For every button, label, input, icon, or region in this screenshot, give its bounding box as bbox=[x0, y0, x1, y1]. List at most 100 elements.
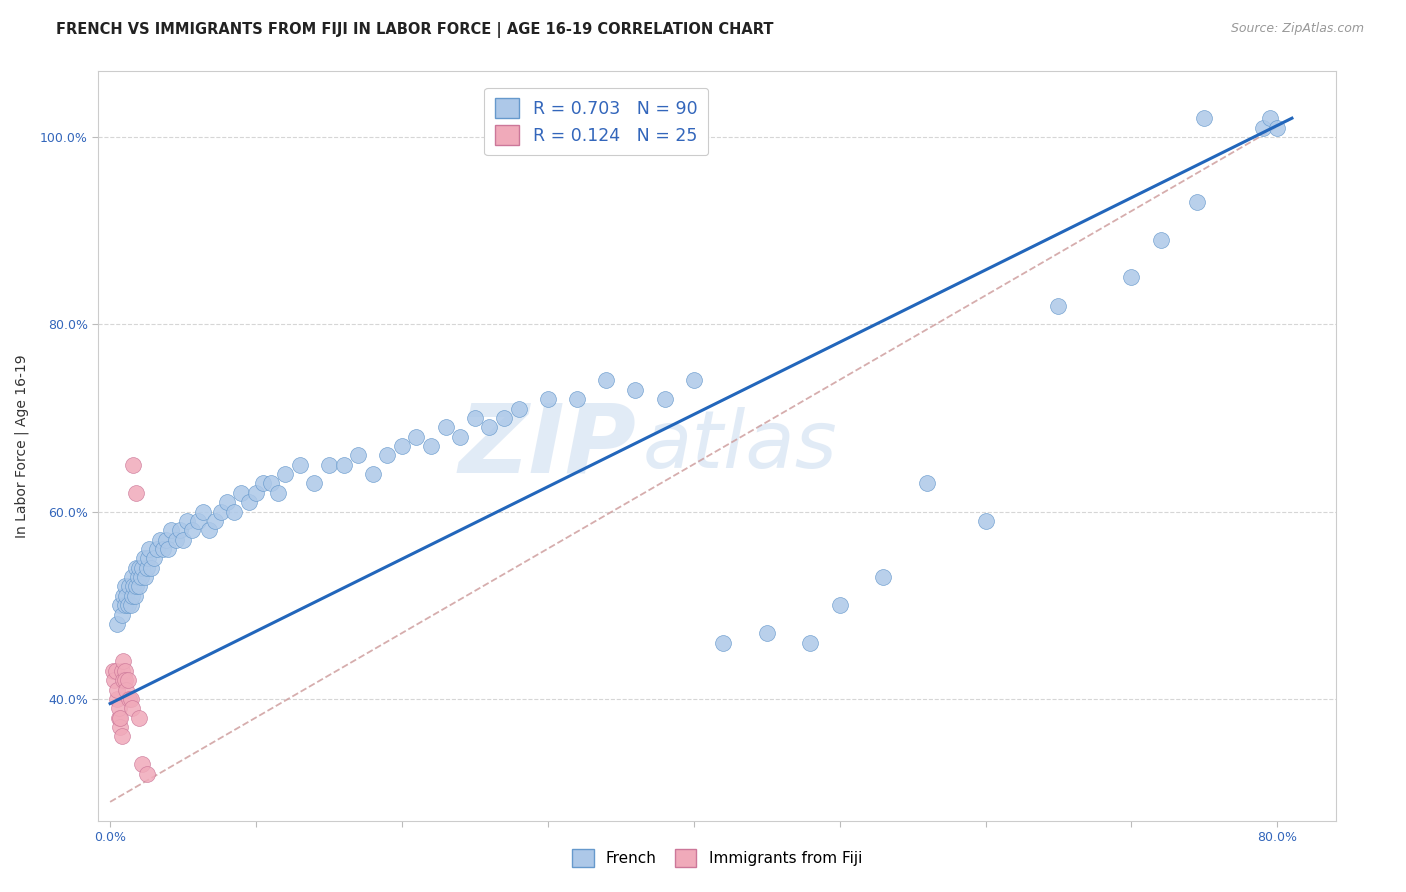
Point bbox=[1265, 120, 1288, 135]
Point bbox=[420, 439, 443, 453]
Point bbox=[974, 514, 997, 528]
Point bbox=[209, 505, 232, 519]
Point bbox=[117, 599, 139, 613]
Point bbox=[176, 514, 198, 528]
Point bbox=[124, 589, 146, 603]
Point bbox=[682, 374, 704, 388]
Point bbox=[111, 607, 134, 622]
Point bbox=[434, 420, 457, 434]
Point bbox=[1047, 299, 1070, 313]
Point bbox=[120, 599, 142, 613]
Point bbox=[259, 476, 281, 491]
Point bbox=[1149, 233, 1171, 247]
Point bbox=[252, 476, 274, 491]
Point bbox=[318, 458, 340, 472]
Point bbox=[160, 524, 183, 538]
Point bbox=[114, 580, 136, 594]
Point bbox=[138, 542, 160, 557]
Point bbox=[114, 664, 136, 678]
Text: Source: ZipAtlas.com: Source: ZipAtlas.com bbox=[1230, 22, 1364, 36]
Point bbox=[1194, 112, 1216, 126]
Point bbox=[157, 542, 180, 557]
Point bbox=[172, 533, 194, 547]
Point bbox=[131, 561, 153, 575]
Point bbox=[187, 514, 209, 528]
Point bbox=[101, 664, 124, 678]
Point bbox=[1121, 270, 1143, 285]
Point bbox=[128, 711, 150, 725]
Point bbox=[391, 439, 413, 453]
Point bbox=[304, 476, 326, 491]
Point bbox=[111, 730, 134, 744]
Point bbox=[169, 524, 191, 538]
Point bbox=[111, 664, 134, 678]
Point bbox=[104, 664, 127, 678]
Point bbox=[215, 495, 238, 509]
Point bbox=[595, 374, 617, 388]
Point bbox=[129, 570, 152, 584]
Point bbox=[108, 701, 131, 715]
Point bbox=[915, 476, 938, 491]
Point bbox=[654, 392, 676, 407]
Point bbox=[114, 599, 136, 613]
Point bbox=[193, 505, 215, 519]
Point bbox=[125, 580, 148, 594]
Point bbox=[449, 430, 471, 444]
Point bbox=[115, 682, 138, 697]
Point bbox=[238, 495, 260, 509]
Point bbox=[105, 692, 128, 706]
Point bbox=[224, 505, 246, 519]
Point bbox=[112, 589, 135, 603]
Point bbox=[537, 392, 560, 407]
Text: ZIP: ZIP bbox=[458, 400, 637, 492]
Point bbox=[125, 561, 148, 575]
Point bbox=[872, 570, 894, 584]
Point bbox=[152, 542, 174, 557]
Point bbox=[120, 692, 142, 706]
Point bbox=[375, 449, 398, 463]
Point bbox=[122, 458, 145, 472]
Point bbox=[1258, 112, 1281, 126]
Point bbox=[125, 486, 148, 500]
Point bbox=[134, 570, 156, 584]
Point bbox=[112, 673, 135, 688]
Point bbox=[274, 467, 297, 482]
Point bbox=[332, 458, 354, 472]
Text: atlas: atlas bbox=[643, 407, 838, 485]
Point bbox=[198, 524, 221, 538]
Point bbox=[1251, 120, 1274, 135]
Point bbox=[122, 580, 145, 594]
Point bbox=[110, 720, 132, 734]
Point bbox=[146, 542, 169, 557]
Point bbox=[508, 401, 530, 416]
Point bbox=[245, 486, 267, 500]
Point bbox=[115, 589, 138, 603]
Point bbox=[121, 570, 143, 584]
Point bbox=[347, 449, 370, 463]
Point bbox=[118, 580, 141, 594]
Point bbox=[155, 533, 177, 547]
Point bbox=[149, 533, 172, 547]
Point bbox=[755, 626, 778, 640]
Point bbox=[121, 589, 143, 603]
Y-axis label: In Labor Force | Age 16-19: In Labor Force | Age 16-19 bbox=[14, 354, 30, 538]
Point bbox=[478, 420, 501, 434]
Point bbox=[127, 570, 149, 584]
Point bbox=[267, 486, 290, 500]
Point bbox=[405, 430, 427, 444]
Point bbox=[288, 458, 311, 472]
Point bbox=[112, 655, 135, 669]
Point bbox=[231, 486, 253, 500]
Point bbox=[136, 551, 159, 566]
Point bbox=[180, 524, 202, 538]
Point bbox=[464, 411, 486, 425]
Point bbox=[117, 673, 139, 688]
Point bbox=[105, 617, 128, 632]
Point bbox=[204, 514, 226, 528]
Text: FRENCH VS IMMIGRANTS FROM FIJI IN LABOR FORCE | AGE 16-19 CORRELATION CHART: FRENCH VS IMMIGRANTS FROM FIJI IN LABOR … bbox=[56, 22, 773, 38]
Point bbox=[110, 711, 132, 725]
Point bbox=[121, 701, 143, 715]
Point bbox=[114, 673, 136, 688]
Point bbox=[103, 673, 125, 688]
Point bbox=[135, 561, 157, 575]
